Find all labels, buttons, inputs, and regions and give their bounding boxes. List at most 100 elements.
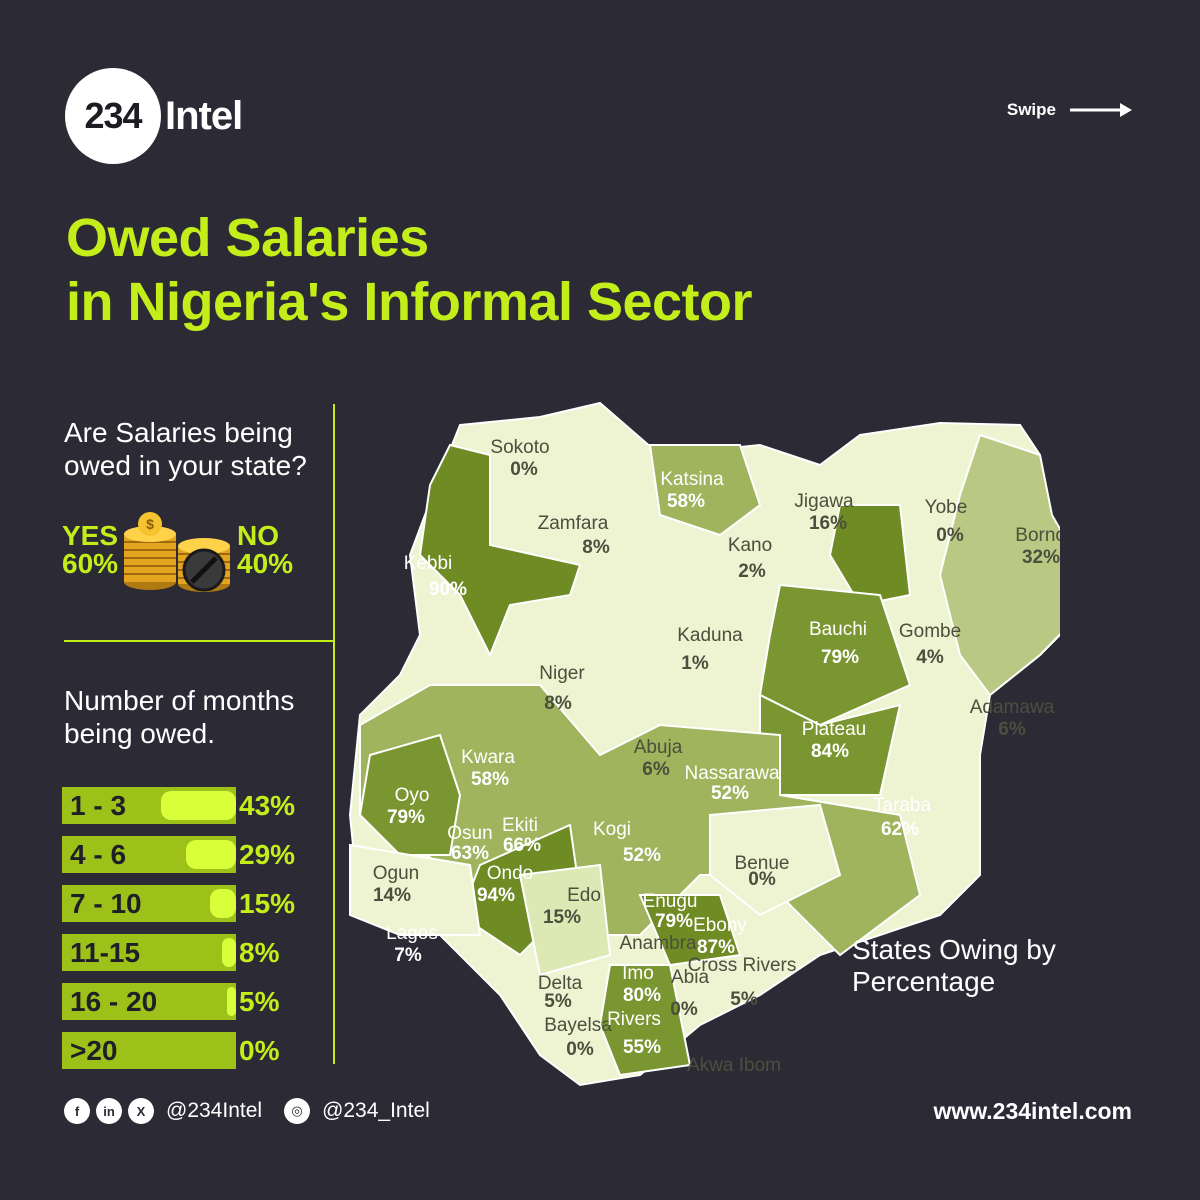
state-pct-benue: 0% [748, 869, 776, 890]
state-name-nassarawa: Nassarawa [684, 763, 779, 784]
state-name-abia: Abia [671, 967, 709, 988]
state-name-edo: Edo [567, 885, 601, 906]
state-pct-enugu: 79% [655, 911, 693, 932]
state-pct-katsina: 58% [667, 491, 705, 512]
website-link[interactable]: www.234intel.com [933, 1098, 1132, 1124]
arrow-right-icon [1070, 103, 1132, 117]
state-name-bauchi: Bauchi [809, 619, 867, 640]
handle-main[interactable]: @234Intel [166, 1099, 263, 1122]
bar-track [62, 836, 236, 873]
state-name-abuja: Abuja [634, 737, 683, 758]
state-pct-ogun: 14% [373, 885, 411, 906]
state-pct-oyo: 79% [387, 807, 425, 828]
linkedin-icon[interactable]: in [96, 1098, 122, 1124]
coins-icon: $ [124, 512, 230, 592]
bar-value: 15% [239, 888, 296, 919]
state-pct-edo: 15% [543, 907, 581, 928]
state-name-osun: Osun [447, 823, 492, 844]
bar-track [62, 934, 236, 971]
bar-fill [222, 938, 236, 967]
horizontal-divider [64, 640, 334, 642]
swipe-label: Swipe [1006, 100, 1056, 119]
region-imo-rivers [598, 964, 692, 1077]
title-line-1: Owed Salaries [66, 208, 429, 268]
state-name-ekiti: Ekiti [502, 815, 538, 836]
region-oyo [358, 733, 462, 856]
bar-value: 5% [239, 986, 280, 1017]
state-pct-kebbi: 90% [429, 579, 467, 600]
handle-instagram[interactable]: @234_Intel [322, 1099, 430, 1122]
state-name-bayelsa: Bayelsa [544, 1015, 612, 1036]
bar-track [62, 787, 236, 824]
state-name-kano: Kano [728, 535, 772, 556]
state-name-enugu: Enugu [643, 891, 698, 912]
swipe-hint[interactable]: Swipe [1007, 100, 1132, 120]
poll-yes-value: 60% [62, 548, 119, 579]
state-pct-rivers: 55% [623, 1037, 661, 1058]
state-name-akwa-ibom: Akwa Ibom [687, 1055, 781, 1076]
state-name-plateau: Plateau [802, 719, 866, 740]
state-name-benue: Benue [735, 853, 790, 874]
state-pct-zamfara: 8% [582, 537, 610, 558]
poll-question: Are Salaries being owed in your state? [64, 417, 307, 481]
instagram-icon[interactable]: ◎ [284, 1098, 311, 1124]
facebook-icon[interactable]: f [64, 1098, 90, 1124]
region-southwest-coast [349, 843, 482, 936]
state-name-yobe: Yobe [925, 497, 968, 518]
state-pct-osun: 63% [451, 843, 489, 864]
bar-value: 29% [239, 839, 296, 870]
bar-row: 7 - 10 15% [62, 885, 312, 922]
state-pct-abia: 0% [670, 999, 698, 1020]
bar-label: 16 - 20 [70, 986, 158, 1017]
logo-circle: 234 [65, 68, 161, 164]
state-pct-plateau: 84% [811, 741, 849, 762]
state-name-rivers: Rivers [607, 1009, 661, 1030]
state-name-zamfara: Zamfara [538, 513, 609, 534]
state-name-niger: Niger [539, 663, 585, 684]
bar-row: 1 - 3 43% [62, 787, 312, 824]
region-jigawa-east [828, 504, 912, 607]
bar-label: 11-15 [70, 937, 141, 968]
region-edo [518, 863, 612, 977]
bar-row: 4 - 6 29% [62, 836, 312, 873]
state-pct-kwara: 58% [471, 769, 509, 790]
state-name-imo: Imo [622, 963, 654, 984]
state-name-kebbi: Kebbi [404, 553, 453, 574]
vertical-divider [333, 404, 335, 1064]
footer-social: f in X @234Intel ◎ @234_Intel [64, 1098, 452, 1124]
bar-track [62, 885, 236, 922]
months-question: Number of months being owed. [64, 685, 295, 749]
state-pct-sokoto: 0% [510, 459, 538, 480]
state-name-katsina: Katsina [660, 469, 724, 490]
bar-fill [186, 840, 236, 869]
bar-label: >20 [70, 1035, 118, 1066]
state-name-taraba: Taraba [873, 795, 932, 816]
x-icon[interactable]: X [128, 1098, 154, 1124]
state-name-ebony: Ebony [693, 915, 747, 936]
bar-row: >20 0% [62, 1032, 312, 1069]
nigeria-map: Sokoto 0% Katsina 58% Zamfara 8% Jigawa … [348, 401, 1060, 1087]
state-name-ondo: Ondo [487, 863, 533, 884]
state-pct-yobe: 0% [936, 525, 964, 546]
poll-yes-label: YES [62, 520, 119, 551]
svg-text:$: $ [146, 516, 154, 532]
state-pct-adamawa: 6% [998, 719, 1026, 740]
state-name-borno: Borno [1015, 525, 1060, 546]
bar-fill [210, 889, 236, 918]
state-pct-imo: 80% [623, 985, 661, 1006]
state-name-oyo: Oyo [395, 785, 430, 806]
region-borno [938, 433, 1060, 697]
bar-value: 43% [239, 790, 296, 821]
bar-value: 0% [239, 1035, 280, 1066]
state-name-kogi: Kogi [593, 819, 631, 840]
state-name-delta: Delta [538, 973, 583, 994]
state-labels: Sokoto 0% Katsina 58% Zamfara 8% Jigawa … [373, 437, 1060, 1076]
state-pct-kano: 2% [738, 561, 766, 582]
state-pct-gombe: 4% [916, 647, 944, 668]
state-name-kaduna: Kaduna [677, 625, 743, 646]
state-pct-kogi: 52% [623, 845, 661, 866]
state-name-jigawa: Jigawa [794, 491, 854, 512]
region-kebbi [418, 443, 582, 658]
state-name-lagos: Lagos [386, 923, 438, 944]
state-pct-borno: 32% [1022, 547, 1060, 568]
